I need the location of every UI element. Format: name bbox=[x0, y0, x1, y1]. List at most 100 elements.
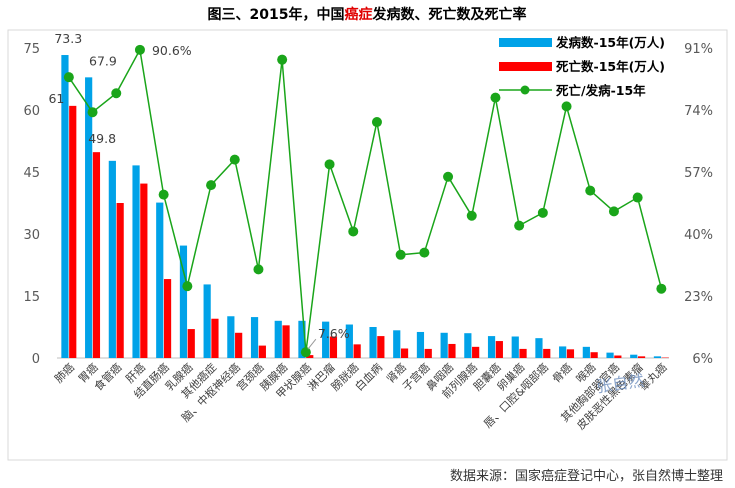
legend-label-ratio: 死亡/发病-15年 bbox=[555, 83, 646, 98]
bar-deaths bbox=[306, 355, 314, 358]
bar-incidence bbox=[369, 327, 377, 358]
bar-incidence bbox=[535, 338, 543, 358]
bar-incidence bbox=[653, 356, 662, 358]
bar-deaths bbox=[163, 279, 172, 358]
bar-deaths bbox=[590, 352, 598, 358]
ratio-point bbox=[514, 220, 525, 231]
plot-frame bbox=[7, 29, 728, 461]
ratio-line bbox=[68, 47, 663, 353]
bar-deaths bbox=[187, 329, 195, 358]
bar-deaths bbox=[637, 356, 646, 358]
bar-deaths bbox=[566, 349, 575, 358]
bar-deaths bbox=[329, 336, 338, 358]
bar-incidence bbox=[298, 320, 306, 358]
bar-incidence bbox=[250, 317, 259, 358]
ratio-point bbox=[608, 206, 619, 217]
legend-label-deaths: 死亡数-15年(万人) bbox=[555, 59, 665, 74]
bar-series bbox=[61, 55, 669, 358]
ratio-point bbox=[490, 92, 501, 103]
bar-deaths bbox=[377, 336, 385, 358]
ratio-point bbox=[134, 44, 145, 55]
legend-label-incidence: 发病数-15年(万人) bbox=[555, 35, 665, 50]
bar-deaths bbox=[258, 345, 266, 358]
left-axis-tick-label: 30 bbox=[23, 228, 40, 243]
right-axis-tick-label: 23% bbox=[684, 290, 713, 305]
ratio-point bbox=[371, 117, 382, 128]
ratio-point bbox=[395, 249, 406, 260]
data-label: 90.6% bbox=[152, 43, 192, 58]
bar-incidence bbox=[156, 202, 164, 358]
ratio-point bbox=[158, 189, 169, 200]
bar-deaths bbox=[353, 344, 361, 358]
chart-title-start: 图三、2015年，中国 bbox=[208, 6, 345, 23]
ratio-point bbox=[277, 54, 288, 65]
bar-incidence bbox=[582, 346, 590, 358]
ratio-point bbox=[111, 88, 122, 99]
ratio-point bbox=[63, 72, 74, 83]
left-axis-tick-label: 15 bbox=[23, 290, 40, 305]
bar-incidence bbox=[487, 336, 496, 358]
legend-swatch-incidence bbox=[499, 38, 552, 47]
ratio-point bbox=[300, 347, 311, 358]
bar-incidence bbox=[606, 352, 614, 358]
right-axis-tick-label: 6% bbox=[692, 352, 713, 367]
data-label: 61 bbox=[48, 91, 64, 106]
bar-incidence bbox=[393, 330, 401, 358]
legend-swatch-ratio-marker bbox=[520, 85, 530, 95]
bar-incidence bbox=[108, 160, 116, 358]
ratio-point bbox=[324, 159, 335, 170]
bar-deaths bbox=[92, 152, 101, 358]
right-axis-tick-label: 74% bbox=[684, 104, 713, 119]
bar-incidence bbox=[85, 77, 93, 358]
ratio-point bbox=[229, 154, 240, 165]
bar-incidence bbox=[630, 354, 638, 358]
ratio-point bbox=[537, 207, 548, 218]
left-axis-tick-label: 0 bbox=[32, 352, 40, 367]
right-y-axis: 6% 23% 40% 57% 74% 91% bbox=[684, 42, 713, 367]
chart-title-end: 发病数、死亡数及死亡率 bbox=[371, 6, 526, 23]
data-label: 7.6% bbox=[318, 326, 350, 341]
bar-deaths bbox=[543, 348, 551, 358]
bar-deaths bbox=[448, 343, 456, 358]
bar-deaths bbox=[69, 105, 77, 358]
data-label: 73.3 bbox=[54, 31, 82, 46]
bar-deaths bbox=[140, 183, 148, 358]
ratio-point bbox=[206, 180, 217, 191]
bar-incidence bbox=[559, 346, 567, 358]
left-axis-tick-label: 75 bbox=[23, 42, 40, 57]
ratio-point bbox=[443, 171, 454, 182]
bar-incidence bbox=[61, 55, 69, 358]
ratio-point bbox=[348, 226, 359, 237]
data-label: 49.8 bbox=[88, 131, 116, 146]
right-axis-tick-label: 57% bbox=[684, 166, 713, 181]
bar-incidence bbox=[440, 332, 448, 358]
bar-incidence bbox=[274, 320, 282, 358]
right-axis-tick-label: 91% bbox=[684, 42, 713, 57]
ratio-point bbox=[585, 185, 596, 196]
bar-deaths bbox=[211, 318, 219, 358]
ratio-point bbox=[656, 283, 667, 294]
bar-incidence bbox=[345, 324, 353, 358]
line-series bbox=[63, 44, 667, 358]
bar-incidence bbox=[464, 333, 472, 358]
bar-deaths bbox=[235, 332, 243, 358]
bar-deaths bbox=[116, 203, 124, 358]
left-axis-tick-label: 60 bbox=[23, 104, 40, 119]
chart-title: 图三、2015年，中国癌症发病数、死亡数及死亡率 bbox=[208, 6, 527, 23]
bar-incidence bbox=[179, 245, 188, 358]
data-label-leader-line bbox=[307, 338, 317, 350]
ratio-point bbox=[253, 264, 264, 275]
right-axis-tick-label: 40% bbox=[684, 228, 713, 243]
bar-deaths bbox=[519, 348, 527, 358]
ratio-point bbox=[182, 281, 193, 292]
bar-incidence bbox=[416, 331, 425, 358]
bar-deaths bbox=[495, 341, 503, 358]
bar-deaths bbox=[400, 348, 409, 358]
bar-deaths bbox=[282, 325, 290, 358]
legend-swatch-deaths bbox=[499, 62, 552, 71]
left-y-axis: 0 15 30 45 60 75 bbox=[23, 42, 40, 367]
ratio-point bbox=[419, 247, 430, 258]
bar-deaths bbox=[424, 348, 432, 358]
bar-incidence bbox=[203, 284, 211, 358]
